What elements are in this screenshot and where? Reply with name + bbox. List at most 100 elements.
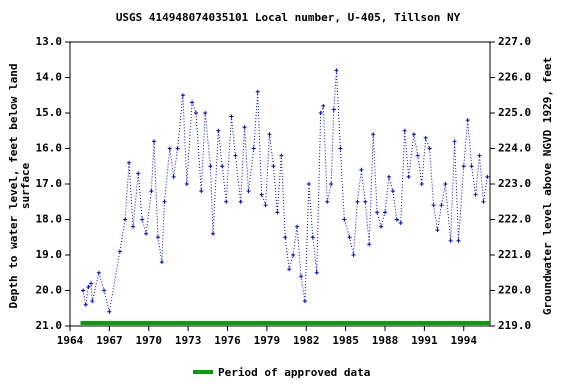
data-point <box>90 299 95 304</box>
data-point <box>394 217 399 222</box>
data-point <box>295 224 300 229</box>
data-point <box>310 235 315 240</box>
data-point <box>180 93 185 98</box>
data-point <box>448 238 453 243</box>
data-point <box>302 299 307 304</box>
data-point <box>140 217 145 222</box>
y-tick-label: 16.0 <box>36 142 63 155</box>
data-point <box>406 174 411 179</box>
data-point <box>162 199 167 204</box>
data-point <box>86 284 91 289</box>
data-point <box>423 135 428 140</box>
data-point <box>291 253 296 257</box>
data-point <box>398 221 403 226</box>
x-tick-label: 1976 <box>214 334 241 347</box>
y-tick-label: 14.0 <box>36 71 63 84</box>
data-point <box>127 160 132 165</box>
y-tick-label: 21.0 <box>36 319 63 332</box>
data-point <box>477 153 482 158</box>
data-point <box>411 132 416 137</box>
y2-tick-label: 221.0 <box>498 248 531 261</box>
data-point <box>318 111 323 115</box>
y2-axis-label: Groundwater level above NGVD 1929, feet <box>541 57 554 315</box>
x-tick-label: 1991 <box>411 334 438 347</box>
data-point <box>469 164 474 169</box>
data-point <box>81 288 86 293</box>
data-point <box>415 153 420 158</box>
y-tick-label: 18.0 <box>36 213 63 226</box>
y-tick-label: 15.0 <box>36 106 63 119</box>
y-tick-label: 19.0 <box>36 248 63 261</box>
data-point <box>190 100 195 105</box>
data-point <box>159 260 164 265</box>
data-point <box>383 210 387 215</box>
y2-tick-label: 220.0 <box>498 284 531 297</box>
data-point <box>242 125 247 130</box>
data-point <box>251 146 256 151</box>
data-point <box>149 189 154 194</box>
data-point <box>347 235 352 240</box>
data-point <box>431 203 436 208</box>
data-point <box>184 182 189 186</box>
data-point <box>246 189 251 194</box>
data-point <box>96 270 101 275</box>
series-line <box>82 70 488 312</box>
data-point <box>375 210 380 215</box>
legend-label: Period of approved data <box>218 366 370 379</box>
data-point <box>355 199 360 204</box>
data-point <box>338 146 343 151</box>
data-point <box>452 139 457 144</box>
data-point <box>107 309 112 314</box>
data-point <box>117 249 122 254</box>
data-point <box>238 199 243 204</box>
data-point <box>342 217 347 222</box>
data-point <box>363 199 368 204</box>
y2-tick-label: 222.0 <box>498 213 531 226</box>
y-axis-label: Depth to water level, feet below land <box>7 63 20 308</box>
x-tick-label: 1982 <box>293 334 320 347</box>
data-point <box>427 146 432 151</box>
data-point <box>485 174 490 179</box>
data-point <box>481 199 486 204</box>
x-tick-label: 1985 <box>332 334 359 347</box>
data-point <box>199 189 204 194</box>
data-point <box>123 217 128 222</box>
x-tick-label: 1988 <box>372 334 399 347</box>
data-point <box>171 174 176 179</box>
data-point <box>351 253 356 257</box>
data-point <box>220 164 225 169</box>
data-point <box>371 132 376 137</box>
data-point <box>233 153 238 158</box>
data-point <box>83 302 88 307</box>
y-tick-label: 17.0 <box>36 177 63 190</box>
data-point <box>299 274 303 279</box>
x-tick-label: 1979 <box>254 334 281 347</box>
data-point <box>329 182 334 186</box>
data-point <box>271 164 276 169</box>
x-tick-label: 1964 <box>57 334 84 347</box>
data-point <box>275 210 280 215</box>
data-point <box>89 281 93 286</box>
data-point <box>216 128 221 133</box>
y2-tick-label: 224.0 <box>498 142 531 155</box>
x-tick-label: 1967 <box>96 334 123 347</box>
data-point <box>194 111 198 115</box>
data-point <box>321 103 326 108</box>
y2-tick-label: 219.0 <box>498 319 531 332</box>
x-tick-label: 1970 <box>136 334 163 347</box>
data-point <box>325 199 330 204</box>
data-point <box>255 89 260 94</box>
data-point <box>131 224 135 229</box>
data-point <box>367 242 372 247</box>
data-point <box>155 235 160 240</box>
data-point <box>175 146 180 151</box>
data-point <box>390 189 395 194</box>
data-point <box>136 171 141 176</box>
y2-tick-label: 223.0 <box>498 177 531 190</box>
plot-frame <box>69 41 491 327</box>
data-point <box>306 182 311 186</box>
data-point <box>443 182 448 186</box>
data-point <box>419 182 424 186</box>
data-point <box>359 167 364 172</box>
data-point <box>211 231 216 236</box>
